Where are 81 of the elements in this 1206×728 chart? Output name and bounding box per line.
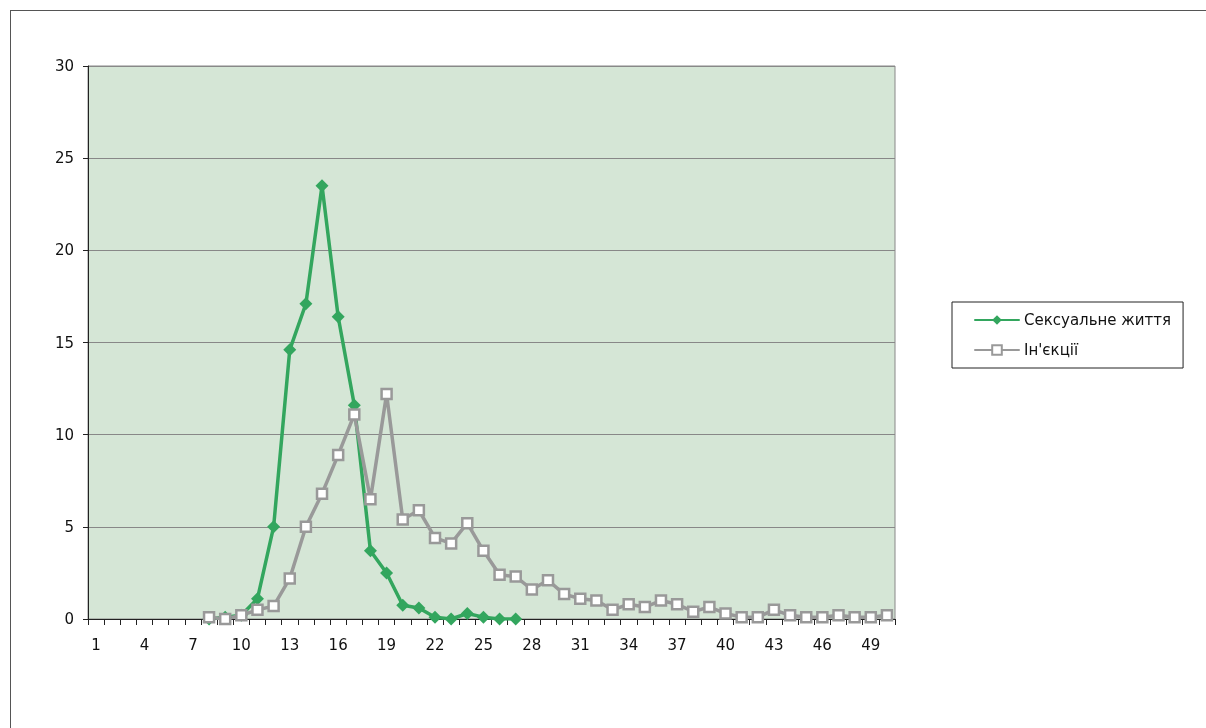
legend-label: Сексуальне життя bbox=[1024, 311, 1172, 329]
point bbox=[541, 574, 555, 587]
point bbox=[412, 503, 426, 517]
point bbox=[525, 583, 539, 596]
point bbox=[638, 600, 652, 614]
x-tick-label: 7 bbox=[188, 635, 198, 654]
x-tick-label: 19 bbox=[377, 635, 397, 654]
point bbox=[251, 603, 264, 617]
point bbox=[509, 570, 522, 583]
point bbox=[331, 448, 345, 462]
point bbox=[364, 492, 377, 506]
point bbox=[331, 310, 345, 324]
x-tick-label: 1 bbox=[91, 635, 101, 654]
x-tick-label: 34 bbox=[619, 635, 639, 654]
x-tick-label: 31 bbox=[570, 635, 590, 654]
point bbox=[363, 544, 377, 558]
point bbox=[687, 605, 700, 618]
point bbox=[412, 601, 426, 615]
point bbox=[719, 607, 732, 620]
point bbox=[250, 592, 264, 606]
point bbox=[283, 572, 296, 585]
point bbox=[267, 520, 281, 534]
x-tick-label: 25 bbox=[473, 635, 493, 654]
point bbox=[428, 610, 442, 624]
point bbox=[606, 603, 619, 617]
x-tick-label: 37 bbox=[667, 635, 687, 654]
point bbox=[880, 609, 894, 622]
point bbox=[283, 343, 297, 357]
y-tick-label: 25 bbox=[54, 149, 74, 168]
point bbox=[848, 610, 861, 624]
point bbox=[493, 612, 507, 626]
point bbox=[816, 610, 829, 624]
point bbox=[299, 297, 313, 311]
x-tick-label: 13 bbox=[280, 635, 300, 654]
point bbox=[799, 610, 813, 624]
y-tick-label: 0 bbox=[64, 610, 74, 628]
point bbox=[654, 594, 668, 607]
point bbox=[670, 598, 684, 611]
point bbox=[735, 610, 748, 624]
point bbox=[574, 592, 587, 605]
point bbox=[461, 516, 474, 530]
legend-label: Ін'єкції bbox=[1024, 341, 1080, 359]
y-tick-label: 30 bbox=[54, 57, 74, 75]
point bbox=[509, 612, 523, 626]
point bbox=[590, 594, 603, 607]
point bbox=[557, 587, 571, 601]
point bbox=[460, 606, 474, 620]
point bbox=[299, 520, 313, 534]
x-tick-label: 43 bbox=[764, 635, 784, 654]
x-tick-label: 10 bbox=[231, 635, 251, 654]
point bbox=[477, 544, 490, 558]
point bbox=[476, 610, 490, 624]
point bbox=[396, 513, 409, 526]
point bbox=[444, 612, 458, 626]
point bbox=[703, 600, 716, 614]
point bbox=[348, 408, 361, 421]
point bbox=[267, 599, 280, 613]
point bbox=[622, 598, 635, 611]
point bbox=[832, 609, 845, 622]
point bbox=[767, 603, 781, 617]
y-tick-label: 15 bbox=[54, 333, 74, 352]
y-tick-label: 10 bbox=[54, 425, 74, 444]
point bbox=[396, 598, 410, 612]
x-tick-label: 28 bbox=[522, 635, 542, 654]
x-tick-label: 16 bbox=[328, 635, 348, 654]
x-tick-label: 4 bbox=[139, 635, 150, 654]
x-tick-label: 49 bbox=[861, 635, 881, 654]
x-tick-label: 46 bbox=[812, 635, 832, 654]
point bbox=[783, 609, 797, 622]
point bbox=[751, 610, 765, 624]
point bbox=[493, 568, 506, 582]
point bbox=[315, 487, 329, 500]
x-tick-label: 40 bbox=[715, 635, 736, 654]
point bbox=[380, 387, 393, 401]
point bbox=[864, 610, 878, 624]
y-tick-label: 5 bbox=[64, 517, 74, 536]
point bbox=[428, 531, 442, 545]
x-tick-label: 22 bbox=[425, 635, 445, 654]
point bbox=[444, 537, 458, 550]
y-tick-label: 20 bbox=[54, 241, 74, 260]
point bbox=[380, 566, 394, 580]
